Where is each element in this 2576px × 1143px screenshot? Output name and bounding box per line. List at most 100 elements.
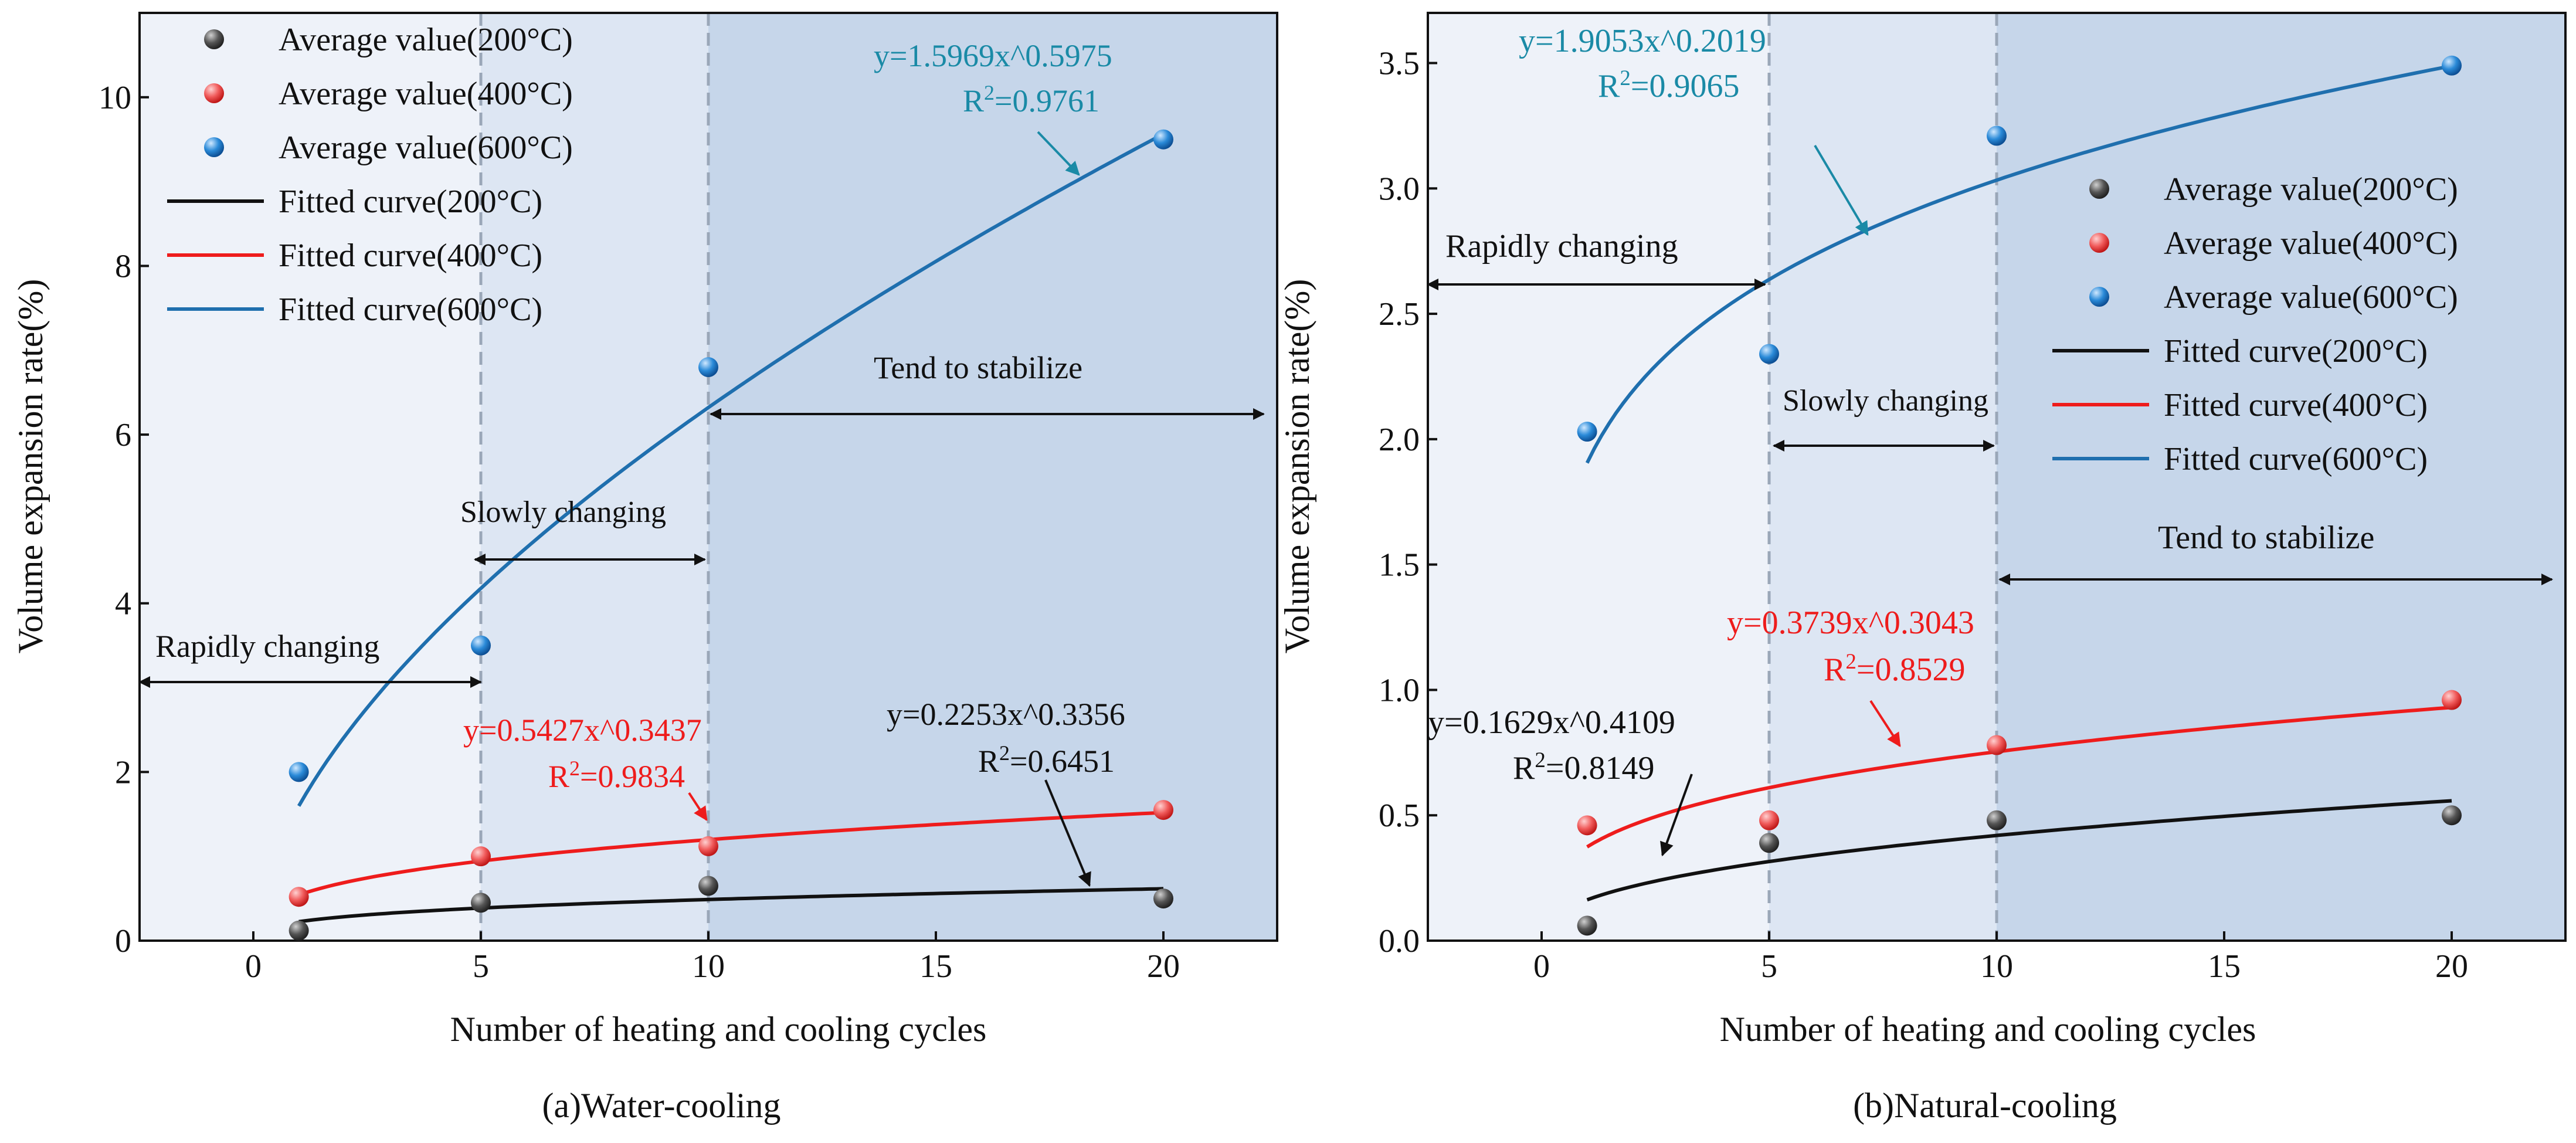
fit-r2-200: R2=0.6451 bbox=[978, 741, 1115, 779]
legend-marker-200 bbox=[2089, 179, 2109, 199]
legend-label: Fitted curve(400°C) bbox=[2164, 387, 2428, 423]
y-tick-label: 0.5 bbox=[1379, 798, 1420, 834]
data-point-200 bbox=[2442, 805, 2462, 826]
x-tick-label: 15 bbox=[2208, 948, 2241, 985]
data-point-400 bbox=[2442, 690, 2462, 710]
panel-caption: (b)Natural-cooling bbox=[1853, 1086, 2117, 1125]
slow-zone-label: Slowly changing bbox=[460, 496, 666, 529]
x-tick-label: 10 bbox=[692, 948, 725, 985]
data-point-400 bbox=[1987, 735, 2007, 755]
y-tick-label: 2.5 bbox=[1379, 296, 1420, 333]
data-point-200 bbox=[1759, 833, 1779, 853]
x-tick-label: 5 bbox=[473, 948, 489, 985]
legend-label: Fitted curve(200°C) bbox=[2164, 333, 2428, 369]
fit-equation-400: y=0.3739x^0.3043 bbox=[1727, 605, 1974, 641]
data-points bbox=[1577, 55, 2462, 936]
data-point-600 bbox=[698, 357, 718, 378]
slow-zone-label: Slowly changing bbox=[1783, 384, 1988, 418]
data-point-400 bbox=[1759, 810, 1779, 830]
fit-equation-200: y=0.2253x^0.3356 bbox=[887, 697, 1125, 732]
panel-caption: (a)Water-cooling bbox=[542, 1086, 780, 1125]
data-point-600 bbox=[2442, 55, 2462, 76]
y-axis-ticks: 0 2 4 6 8 10 bbox=[99, 80, 149, 959]
data-point-400 bbox=[698, 836, 718, 856]
annotation-arrow-600 bbox=[1037, 131, 1080, 176]
annotation-arrow-400 bbox=[1869, 700, 1901, 748]
annotation-arrow-400 bbox=[688, 792, 708, 822]
x-tick-label: 0 bbox=[245, 948, 262, 985]
data-point-600 bbox=[1153, 129, 1173, 150]
zone-slow-background bbox=[1769, 13, 1997, 941]
x-tick-label: 20 bbox=[1147, 948, 1180, 985]
x-axis-ticks: 0 5 10 15 20 bbox=[1533, 931, 2468, 985]
x-axis-label: Number of heating and cooling cycles bbox=[450, 1010, 987, 1049]
legend-label: Fitted curve(600°C) bbox=[2164, 441, 2428, 477]
y-axis-label: Volume expansion rate(%) bbox=[11, 279, 50, 654]
zone-stable-background bbox=[708, 13, 1277, 941]
x-tick-label: 20 bbox=[2435, 948, 2468, 985]
data-points bbox=[289, 129, 1173, 941]
data-point-200 bbox=[1987, 810, 2007, 830]
zone-dividers bbox=[479, 13, 710, 941]
zone-dividers bbox=[1767, 13, 1998, 941]
zone-slow-background bbox=[481, 13, 708, 941]
y-tick-label: 3.5 bbox=[1379, 46, 1420, 82]
legend: Average value(200°C) Average value(400°C)… bbox=[167, 22, 573, 328]
y-tick-label: 2 bbox=[115, 754, 131, 791]
data-point-200 bbox=[698, 876, 718, 896]
y-axis-ticks: 0.0 0.5 1.0 1.5 2.0 2.5 3.0 3.5 bbox=[1379, 46, 1437, 959]
y-tick-label: 3.0 bbox=[1379, 171, 1420, 207]
legend-marker-200 bbox=[204, 29, 224, 49]
data-point-400 bbox=[1577, 815, 1597, 836]
x-tick-label: 5 bbox=[1761, 948, 1777, 985]
legend-label: Average value(400°C) bbox=[279, 76, 573, 112]
y-tick-label: 8 bbox=[115, 248, 131, 284]
fitted-curve-400 bbox=[1586, 706, 2452, 849]
fitted-curves bbox=[1585, 64, 2452, 902]
x-tick-label: 10 bbox=[1980, 948, 2013, 985]
legend-label: Average value(200°C) bbox=[2164, 171, 2458, 208]
y-axis-label: Volume expansion rate(%) bbox=[1278, 279, 1316, 654]
y-tick-label: 4 bbox=[115, 586, 131, 622]
fit-equation-600: y=1.9053x^0.2019 bbox=[1519, 23, 1766, 59]
annotation-arrow-200 bbox=[1660, 774, 1693, 857]
data-point-400 bbox=[471, 846, 491, 867]
x-axis-ticks: 0 5 10 15 20 bbox=[245, 931, 1180, 985]
legend-label: Average value(600°C) bbox=[279, 130, 573, 166]
stable-zone-label: Tend to stabilize bbox=[874, 350, 1082, 385]
fitted-curve-600 bbox=[297, 132, 1165, 807]
rapid-zone-label: Rapidly changing bbox=[155, 629, 379, 664]
data-point-200 bbox=[289, 920, 309, 941]
rapid-zone-label: Rapidly changing bbox=[1445, 228, 1678, 264]
legend-label: Average value(200°C) bbox=[279, 22, 573, 58]
x-tick-label: 15 bbox=[919, 948, 952, 985]
y-tick-label: 6 bbox=[115, 417, 131, 453]
legend-label: Fitted curve(600°C) bbox=[279, 291, 542, 328]
y-tick-label: 0.0 bbox=[1379, 923, 1420, 959]
fit-r2-400: R2=0.8529 bbox=[1824, 650, 1965, 688]
data-point-400 bbox=[289, 887, 309, 907]
fit-r2-600: R2=0.9065 bbox=[1598, 66, 1739, 105]
zone-rapid-background bbox=[1428, 13, 1769, 941]
legend-label: Average value(400°C) bbox=[2164, 225, 2458, 262]
legend-marker-600 bbox=[204, 137, 224, 157]
zone-stable-background bbox=[1997, 13, 2565, 941]
data-point-600 bbox=[471, 635, 491, 656]
fitted-curve-600 bbox=[1585, 64, 2452, 464]
y-tick-label: 2.0 bbox=[1379, 422, 1420, 458]
legend-marker-400 bbox=[204, 83, 224, 103]
y-tick-label: 1.0 bbox=[1379, 672, 1420, 708]
data-point-400 bbox=[1153, 800, 1173, 820]
legend-label: Average value(600°C) bbox=[2164, 279, 2458, 316]
legend-marker-400 bbox=[2089, 233, 2109, 253]
data-point-600 bbox=[1577, 422, 1597, 442]
legend-label: Fitted curve(400°C) bbox=[279, 238, 542, 274]
data-point-600 bbox=[1987, 126, 2007, 146]
data-point-200 bbox=[471, 893, 491, 913]
zone-backgrounds bbox=[1428, 13, 2565, 941]
fit-r2-600: R2=0.9761 bbox=[963, 81, 1099, 118]
y-tick-label: 10 bbox=[99, 80, 131, 116]
data-point-600 bbox=[289, 762, 309, 782]
zone-backgrounds bbox=[140, 13, 1277, 941]
